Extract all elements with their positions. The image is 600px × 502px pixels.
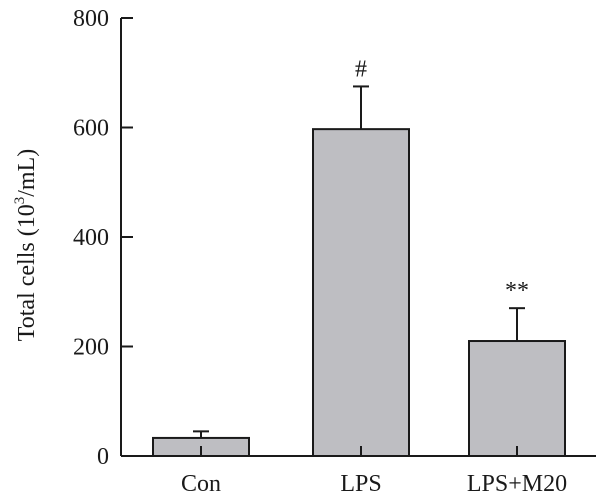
y-tick-label: 800 [73,6,109,32]
y-tick-label: 400 [73,225,109,251]
x-tick-label: LPS+M20 [467,471,567,497]
y-tick-label: 0 [97,444,109,470]
y-axis-label: Total cells (103/mL) [12,149,40,341]
significance-label: # [355,56,367,82]
y-tick-label: 200 [73,335,109,361]
x-tick-label: Con [181,471,221,497]
significance-label: ** [505,278,529,304]
bar [312,128,410,458]
bars: Con LPS # LPS+M20 ** [152,56,567,497]
x-tick-label: LPS [340,471,381,497]
y-tick-label: 600 [73,116,109,142]
bar-group-con: Con [152,430,250,497]
bar-group-lps-m20: LPS+M20 ** [467,278,567,497]
bar [468,340,566,457]
y-axis: 0 200 400 600 800 [73,6,133,470]
bar-group-lps: LPS # [312,56,410,497]
